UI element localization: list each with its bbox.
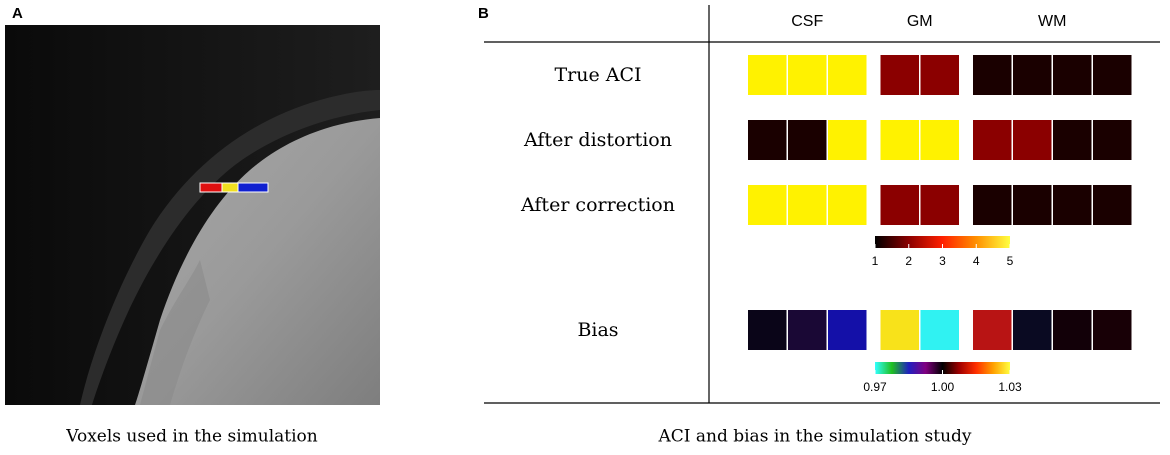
panel-label: A bbox=[12, 5, 23, 22]
tick-label: 1 bbox=[872, 254, 879, 268]
cell bbox=[973, 55, 1012, 95]
tick-label: 3 bbox=[939, 254, 946, 268]
cell bbox=[920, 55, 959, 95]
cell bbox=[788, 55, 827, 95]
tick-label: 0.97 bbox=[863, 380, 887, 394]
cell bbox=[1093, 185, 1132, 225]
cell bbox=[1093, 55, 1132, 95]
cell bbox=[1093, 310, 1132, 350]
cell bbox=[748, 310, 787, 350]
cell bbox=[880, 310, 919, 350]
cell bbox=[748, 55, 787, 95]
cell bbox=[748, 120, 787, 160]
cell bbox=[920, 185, 959, 225]
cell bbox=[788, 120, 827, 160]
cell bbox=[788, 310, 827, 350]
panel-label: B bbox=[478, 5, 489, 22]
row-label: After correction bbox=[520, 194, 675, 216]
cell bbox=[1013, 120, 1052, 160]
tick-label: 1.00 bbox=[931, 380, 955, 394]
tick-label: 5 bbox=[1007, 254, 1014, 268]
cell bbox=[880, 55, 919, 95]
cell bbox=[1053, 55, 1092, 95]
cell bbox=[973, 120, 1012, 160]
column-header: CSF bbox=[791, 13, 823, 30]
row-label: True ACI bbox=[554, 64, 641, 86]
cell bbox=[1013, 310, 1052, 350]
cell bbox=[1013, 185, 1052, 225]
cell bbox=[828, 310, 867, 350]
mri-image bbox=[5, 25, 380, 405]
cell bbox=[880, 120, 919, 160]
caption: ACI and bias in the simulation study bbox=[657, 427, 971, 447]
cell bbox=[1013, 55, 1052, 95]
cell bbox=[788, 185, 827, 225]
row-label: After distortion bbox=[523, 129, 672, 151]
cell bbox=[880, 185, 919, 225]
cell bbox=[748, 185, 787, 225]
cell bbox=[920, 310, 959, 350]
cell bbox=[920, 120, 959, 160]
column-header: GM bbox=[907, 13, 933, 30]
cell bbox=[828, 55, 867, 95]
row-label: Bias bbox=[577, 319, 618, 341]
cell bbox=[1053, 185, 1092, 225]
tick-label: 4 bbox=[973, 254, 980, 268]
caption: Voxels used in the simulation bbox=[65, 427, 318, 447]
column-header: WM bbox=[1038, 13, 1066, 30]
cell bbox=[828, 120, 867, 160]
colorbar bbox=[875, 362, 1010, 374]
cell bbox=[1053, 120, 1092, 160]
cell bbox=[1093, 120, 1132, 160]
tick-label: 2 bbox=[905, 254, 912, 268]
tick-label: 1.03 bbox=[998, 380, 1022, 394]
cell bbox=[973, 310, 1012, 350]
cell bbox=[973, 185, 1012, 225]
cell bbox=[1053, 310, 1092, 350]
cell bbox=[828, 185, 867, 225]
